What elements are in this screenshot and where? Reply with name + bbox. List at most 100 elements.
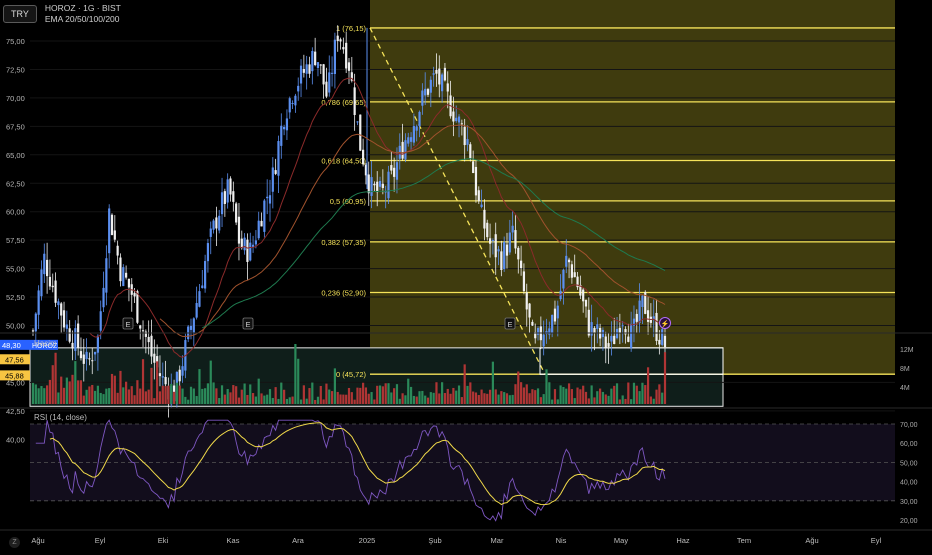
volume-bar [226,389,229,404]
candle-body [330,72,334,74]
candle-body [474,166,478,196]
volume-bar [514,384,517,404]
candle-body [536,328,540,335]
price-tick: 45,00 [6,378,25,387]
volume-bar [593,397,596,404]
volume-bar [74,361,77,404]
candle-body [96,335,99,353]
volume-bar [658,384,661,404]
candle-body [223,191,226,204]
candle-body [514,230,517,249]
volume-bar [362,382,365,404]
volume-bar [201,388,204,404]
candle-body [435,69,438,74]
candle-body [71,342,74,349]
volume-bar [147,389,150,404]
volume-bar [615,383,619,404]
volume-bar [170,384,173,404]
volume-bar [599,388,602,404]
volume-bar [398,398,401,404]
volume-bar [308,388,311,404]
volume-bar [175,382,178,404]
candle-body [308,64,311,74]
volume-bar [172,391,176,404]
price-tick: 62,50 [6,179,25,188]
timezone-icon[interactable]: Z [9,537,20,548]
volume-bar [302,385,305,404]
candle-body [466,139,469,145]
volume-bar [164,386,167,404]
candle-body [503,241,506,270]
price-tick: 70,00 [6,94,25,103]
volume-bar [57,392,60,404]
symbol-tag-text: HOROZ [32,343,58,350]
volume-bar [347,387,351,404]
volume-bar [153,398,156,404]
candle-body [345,42,348,69]
candle-body [68,328,71,342]
candle-body [390,165,393,171]
price-tick: 72,50 [6,65,25,74]
volume-bars [31,344,667,404]
volume-bar [556,399,559,404]
candle-body [441,74,444,92]
volume-bar [319,385,322,404]
volume-bar [235,386,238,404]
volume-bar [632,382,636,404]
volume-bar [195,396,198,404]
currency-button[interactable]: TRY [3,5,37,23]
candle-body [232,191,235,202]
ema-value-tag [0,370,30,381]
volume-bar [466,385,469,404]
volume-bar [486,393,489,404]
volume-bar [520,382,523,404]
candle-body [116,245,119,256]
candle-body [528,303,531,318]
volume-bar [587,398,590,404]
volume-bar [240,389,243,404]
candle-body [621,325,624,327]
rsi-tick: 60,00 [900,441,918,448]
volume-bar [635,385,638,404]
volume-bar [449,393,452,404]
volume-bar [139,388,142,404]
volume-bar [325,383,328,404]
candle-body [587,309,590,336]
volume-bar [553,389,557,404]
candle-body [531,321,534,326]
candle-body [288,98,291,113]
volume-bar [212,382,215,404]
volume-bar [584,391,588,404]
candle-body [229,178,232,195]
time-axis-tick: Ağu [805,536,818,545]
candle-body [517,247,520,260]
candle-body [463,126,466,146]
volume-bar [426,397,430,404]
volume-bar [511,394,514,404]
candle-body [311,50,314,72]
price-tick: 55,00 [6,265,25,274]
volume-bar [435,382,438,404]
volume-bar [316,396,320,404]
volume-bar [209,360,212,404]
candle-body [630,323,633,349]
volume-bar [508,395,511,404]
candle-body [646,310,650,322]
volume-bar [243,383,246,404]
volume-bar [531,389,534,404]
volume-bar [192,388,195,404]
volume-bar [229,392,232,404]
candle-body [119,257,122,282]
time-axis-tick: Tem [737,536,751,545]
candle-body [562,269,565,289]
candle-body [150,335,153,357]
time-axis-tick: Mar [491,536,504,545]
candle-body [215,217,218,229]
candle-body [658,339,661,345]
volume-bar [322,399,325,404]
volume-bar [232,385,235,404]
ema-value-tag [0,354,30,365]
candle-body [607,343,610,347]
